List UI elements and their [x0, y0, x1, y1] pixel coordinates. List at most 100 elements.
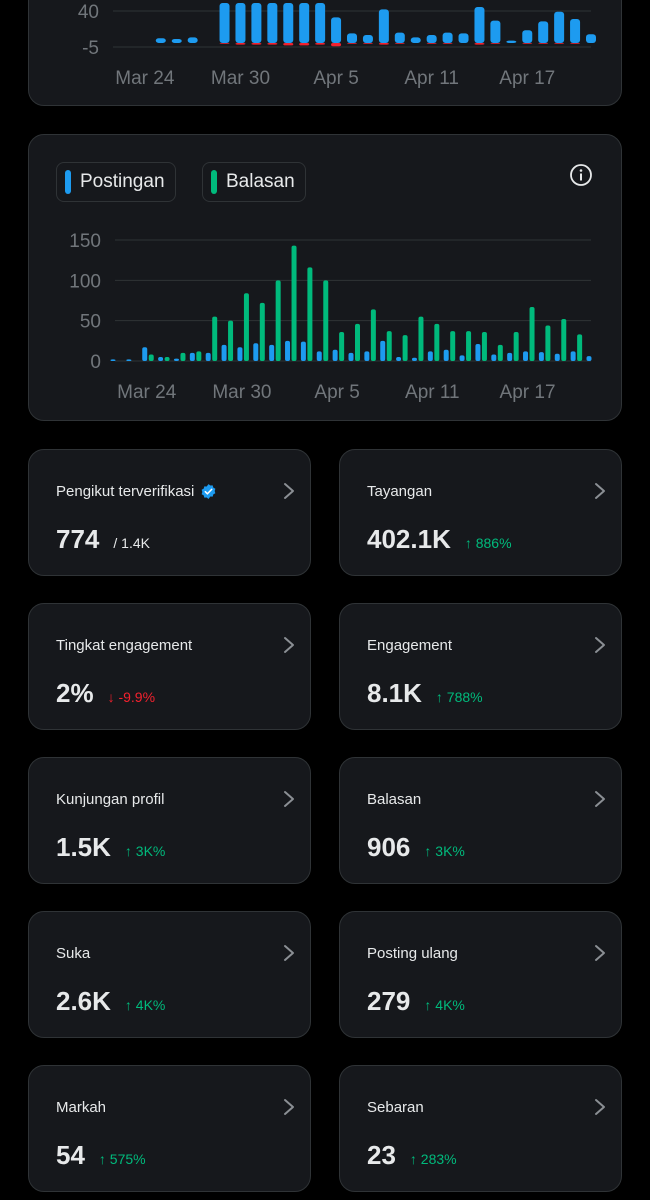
bar-balasan: [164, 356, 170, 361]
posts-replies-chart-card: Postingan Balasan 150 100 50 0 Mar 24 Mar 30 A…: [28, 134, 622, 421]
metric-card-kunjungan-profil[interactable]: Kunjungan profil 1.5K ↑ 3K%: [28, 757, 311, 884]
metric-label: Kunjungan profil: [56, 791, 164, 808]
metric-value: 2%: [56, 678, 94, 708]
bar-postingan: [396, 356, 402, 361]
y-tick-label: 0: [90, 352, 101, 373]
metric-card-posting-ulang[interactable]: Posting ulang 279 ↑ 4K%: [339, 911, 622, 1038]
metric-value-row: 8.1K ↑ 788%: [367, 678, 483, 709]
bar-postingan: [253, 343, 259, 361]
chevron-right-icon: [284, 791, 294, 807]
y-tick-label: 100: [69, 271, 101, 292]
bar-negative: [474, 43, 485, 45]
bar-balasan: [339, 331, 345, 361]
bar-balasan: [545, 325, 551, 361]
chevron-right-icon: [595, 791, 605, 807]
metric-value-row: 2.6K ↑ 4K%: [56, 986, 165, 1017]
metric-card-tayangan[interactable]: Tayangan 402.1K ↑ 886%: [339, 449, 622, 576]
x-tick-label: Apr 5: [313, 68, 358, 89]
bar-positive: [267, 3, 278, 43]
bar-positive: [251, 3, 262, 43]
metric-value: 23: [367, 1140, 396, 1170]
metric-change: ↑ 3K%: [424, 843, 465, 859]
metric-card-balasan[interactable]: Balasan 906 ↑ 3K%: [339, 757, 622, 884]
bar-balasan: [180, 352, 186, 361]
y-tick-label: -5: [82, 38, 99, 59]
legend-balasan[interactable]: Balasan: [202, 162, 306, 202]
metric-label: Tingkat engagement: [56, 637, 192, 654]
metric-label-text: Posting ulang: [367, 945, 458, 962]
metric-value-row: 2% ↓ -9.9%: [56, 678, 155, 709]
x-tick-label: Apr 5: [314, 382, 359, 403]
bar-positive: [522, 30, 533, 43]
bar-positive: [219, 3, 230, 43]
bar-postingan: [173, 358, 179, 361]
bar-postingan: [110, 359, 116, 361]
chevron-right-icon: [595, 483, 605, 499]
metric-label-text: Balasan: [367, 791, 422, 808]
bar-postingan: [411, 357, 417, 361]
metric-card-sebaran[interactable]: Sebaran 23 ↑ 283%: [339, 1065, 622, 1192]
bar-postingan: [507, 352, 513, 361]
metric-label: Posting ulang: [367, 945, 458, 962]
metric-value-row: 774 / 1.4K: [56, 524, 150, 555]
metric-label-text: Tayangan: [367, 483, 433, 500]
bar-negative: [490, 43, 501, 44]
bar-positive: [474, 7, 485, 43]
bar-balasan: [355, 323, 360, 361]
info-icon[interactable]: [569, 163, 593, 187]
bar-positive: [315, 3, 326, 43]
metric-value: 54: [56, 1140, 85, 1170]
bar-positive: [171, 39, 182, 43]
metric-change: ↓ -9.9%: [107, 689, 156, 705]
metric-label-text: Tingkat engagement: [56, 637, 193, 654]
metric-value: 8.1K: [367, 678, 422, 708]
bar-balasan: [450, 331, 456, 361]
engagement-chart-card: 40 -5 Mar 24 Mar 30 Apr 5 Apr 11 Apr 17: [28, 0, 622, 106]
bar-postingan: [189, 352, 195, 361]
metric-card-pengikut-terverifikasi[interactable]: Pengikut terverifikasi 774 / 1.4K: [28, 449, 311, 576]
metric-card-suka[interactable]: Suka 2.6K ↑ 4K%: [28, 911, 311, 1038]
engagement-bar-chart[interactable]: 40 -5 Mar 24 Mar 30 Apr 5 Apr 11 Apr 17: [29, 0, 623, 107]
metric-value: 402.1K: [367, 524, 451, 554]
y-tick-label: 150: [69, 231, 101, 252]
x-tick-label: Mar 30: [212, 382, 271, 403]
metric-change: ↑ 886%: [464, 535, 512, 551]
metric-total: / 1.4K: [113, 535, 150, 551]
bar-positive: [155, 38, 166, 43]
bar-balasan: [323, 280, 329, 361]
bar-negative: [538, 43, 549, 44]
bar-postingan: [443, 349, 449, 361]
legend-postingan-label: Postingan: [80, 171, 165, 192]
bar-postingan: [126, 359, 132, 361]
bar-negative: [219, 43, 230, 44]
bar-balasan: [243, 293, 249, 361]
metric-card-engagement[interactable]: Engagement 8.1K ↑ 788%: [339, 603, 622, 730]
x-tick-label: Apr 11: [405, 382, 460, 403]
bar-positive: [235, 3, 246, 43]
legend-swatch-posts: [65, 170, 71, 194]
bar-negative: [331, 43, 342, 47]
bar-negative: [362, 43, 373, 44]
metric-label: Markah: [56, 1099, 106, 1116]
metric-value: 2.6K: [56, 986, 111, 1016]
bar-balasan: [386, 331, 392, 361]
x-tick-label: Mar 30: [211, 68, 270, 89]
bar-balasan: [561, 319, 567, 361]
bar-positive: [490, 20, 501, 43]
metric-label-text: Pengikut terverifikasi: [56, 483, 195, 500]
metric-value-row: 54 ↑ 575%: [56, 1140, 146, 1171]
bar-positive: [362, 35, 373, 43]
x-tick-label: Apr 17: [499, 68, 555, 89]
metric-label-text: Engagement: [367, 637, 453, 654]
metric-card-tingkat-engagement[interactable]: Tingkat engagement 2% ↓ -9.9%: [28, 603, 311, 730]
metric-value-row: 1.5K ↑ 3K%: [56, 832, 165, 863]
bar-negative: [283, 43, 294, 46]
y-tick-label: 50: [80, 312, 101, 333]
bar-balasan: [481, 331, 487, 361]
metric-card-markah[interactable]: Markah 54 ↑ 575%: [28, 1065, 311, 1192]
legend-postingan[interactable]: Postingan: [56, 162, 176, 202]
bar-postingan: [586, 356, 592, 361]
bar-balasan: [466, 331, 472, 361]
posts-replies-bar-chart[interactable]: 150 100 50 0 Mar 24 Mar 30 Apr 5 Apr 11 Apr 17: [29, 135, 623, 422]
bar-positive: [442, 32, 453, 43]
